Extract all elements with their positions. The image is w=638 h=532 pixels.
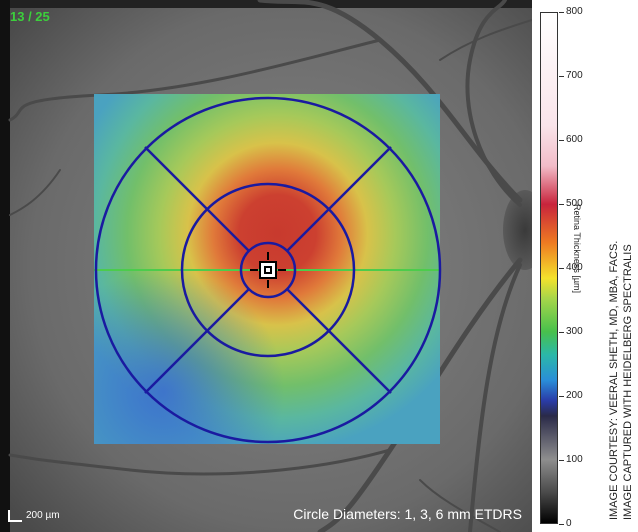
- colorbar-tick-label: 300: [566, 326, 583, 337]
- fovea-marker[interactable]: [250, 252, 286, 288]
- thickness-colorbar: [540, 12, 558, 524]
- etdrs-grid: [94, 96, 442, 444]
- colorbar-title: Retina Thickness [µm]: [572, 204, 582, 294]
- colorbar-panel: 800 700 600 500 400 300 200 100 0 Retina Thickne…: [532, 0, 638, 532]
- colorbar-tick-label: 700: [566, 70, 583, 81]
- circle-caption: Circle Diameters: 1, 3, 6 mm ETDRS: [293, 506, 522, 522]
- colorbar-tick: [559, 12, 564, 13]
- colorbar-tick-label: 400: [566, 262, 583, 273]
- etdrs-central-ring: [239, 241, 297, 299]
- image-captured-credit: IMAGE CAPTURED WITH HEIDELBERG SPECTRALI…: [622, 244, 634, 520]
- etdrs-inner-ring: [180, 182, 356, 358]
- colorbar-tick: [559, 460, 564, 461]
- left-edge: [0, 0, 10, 532]
- optic-disc: [503, 190, 532, 270]
- colorbar-tick-label: 100: [566, 454, 583, 465]
- fundus-thickness-map: [0, 0, 532, 532]
- colorbar-tick-label: 0: [566, 518, 572, 529]
- colorbar-tick: [559, 76, 564, 77]
- scale-bar: [8, 510, 22, 522]
- scale-bar-label: 200 µm: [26, 510, 60, 521]
- etdrs-outer-ring: [94, 96, 442, 444]
- colorbar-tick: [559, 332, 564, 333]
- colorbar-tick-label: 600: [566, 134, 583, 145]
- colorbar-tick: [559, 268, 564, 269]
- colorbar-tick-label: 800: [566, 6, 583, 17]
- colorbar-tick-label: 200: [566, 390, 583, 401]
- colorbar-tick: [559, 204, 564, 205]
- colorbar-tick: [559, 396, 564, 397]
- colorbar-tick: [559, 524, 564, 525]
- retinal-vessels: [8, 0, 532, 532]
- colorbar-tick-label: 500: [566, 198, 583, 209]
- fundus-image: 13 / 25 200 µm Circle Diameters: 1, 3, 6…: [0, 0, 532, 532]
- image-courtesy-credit: IMAGE COURTESY: VEERAL SHETH, MD, MBA, F…: [608, 240, 620, 520]
- top-edge: [10, 0, 532, 8]
- colorbar-tick: [559, 140, 564, 141]
- frame-counter: 13 / 25: [10, 9, 50, 24]
